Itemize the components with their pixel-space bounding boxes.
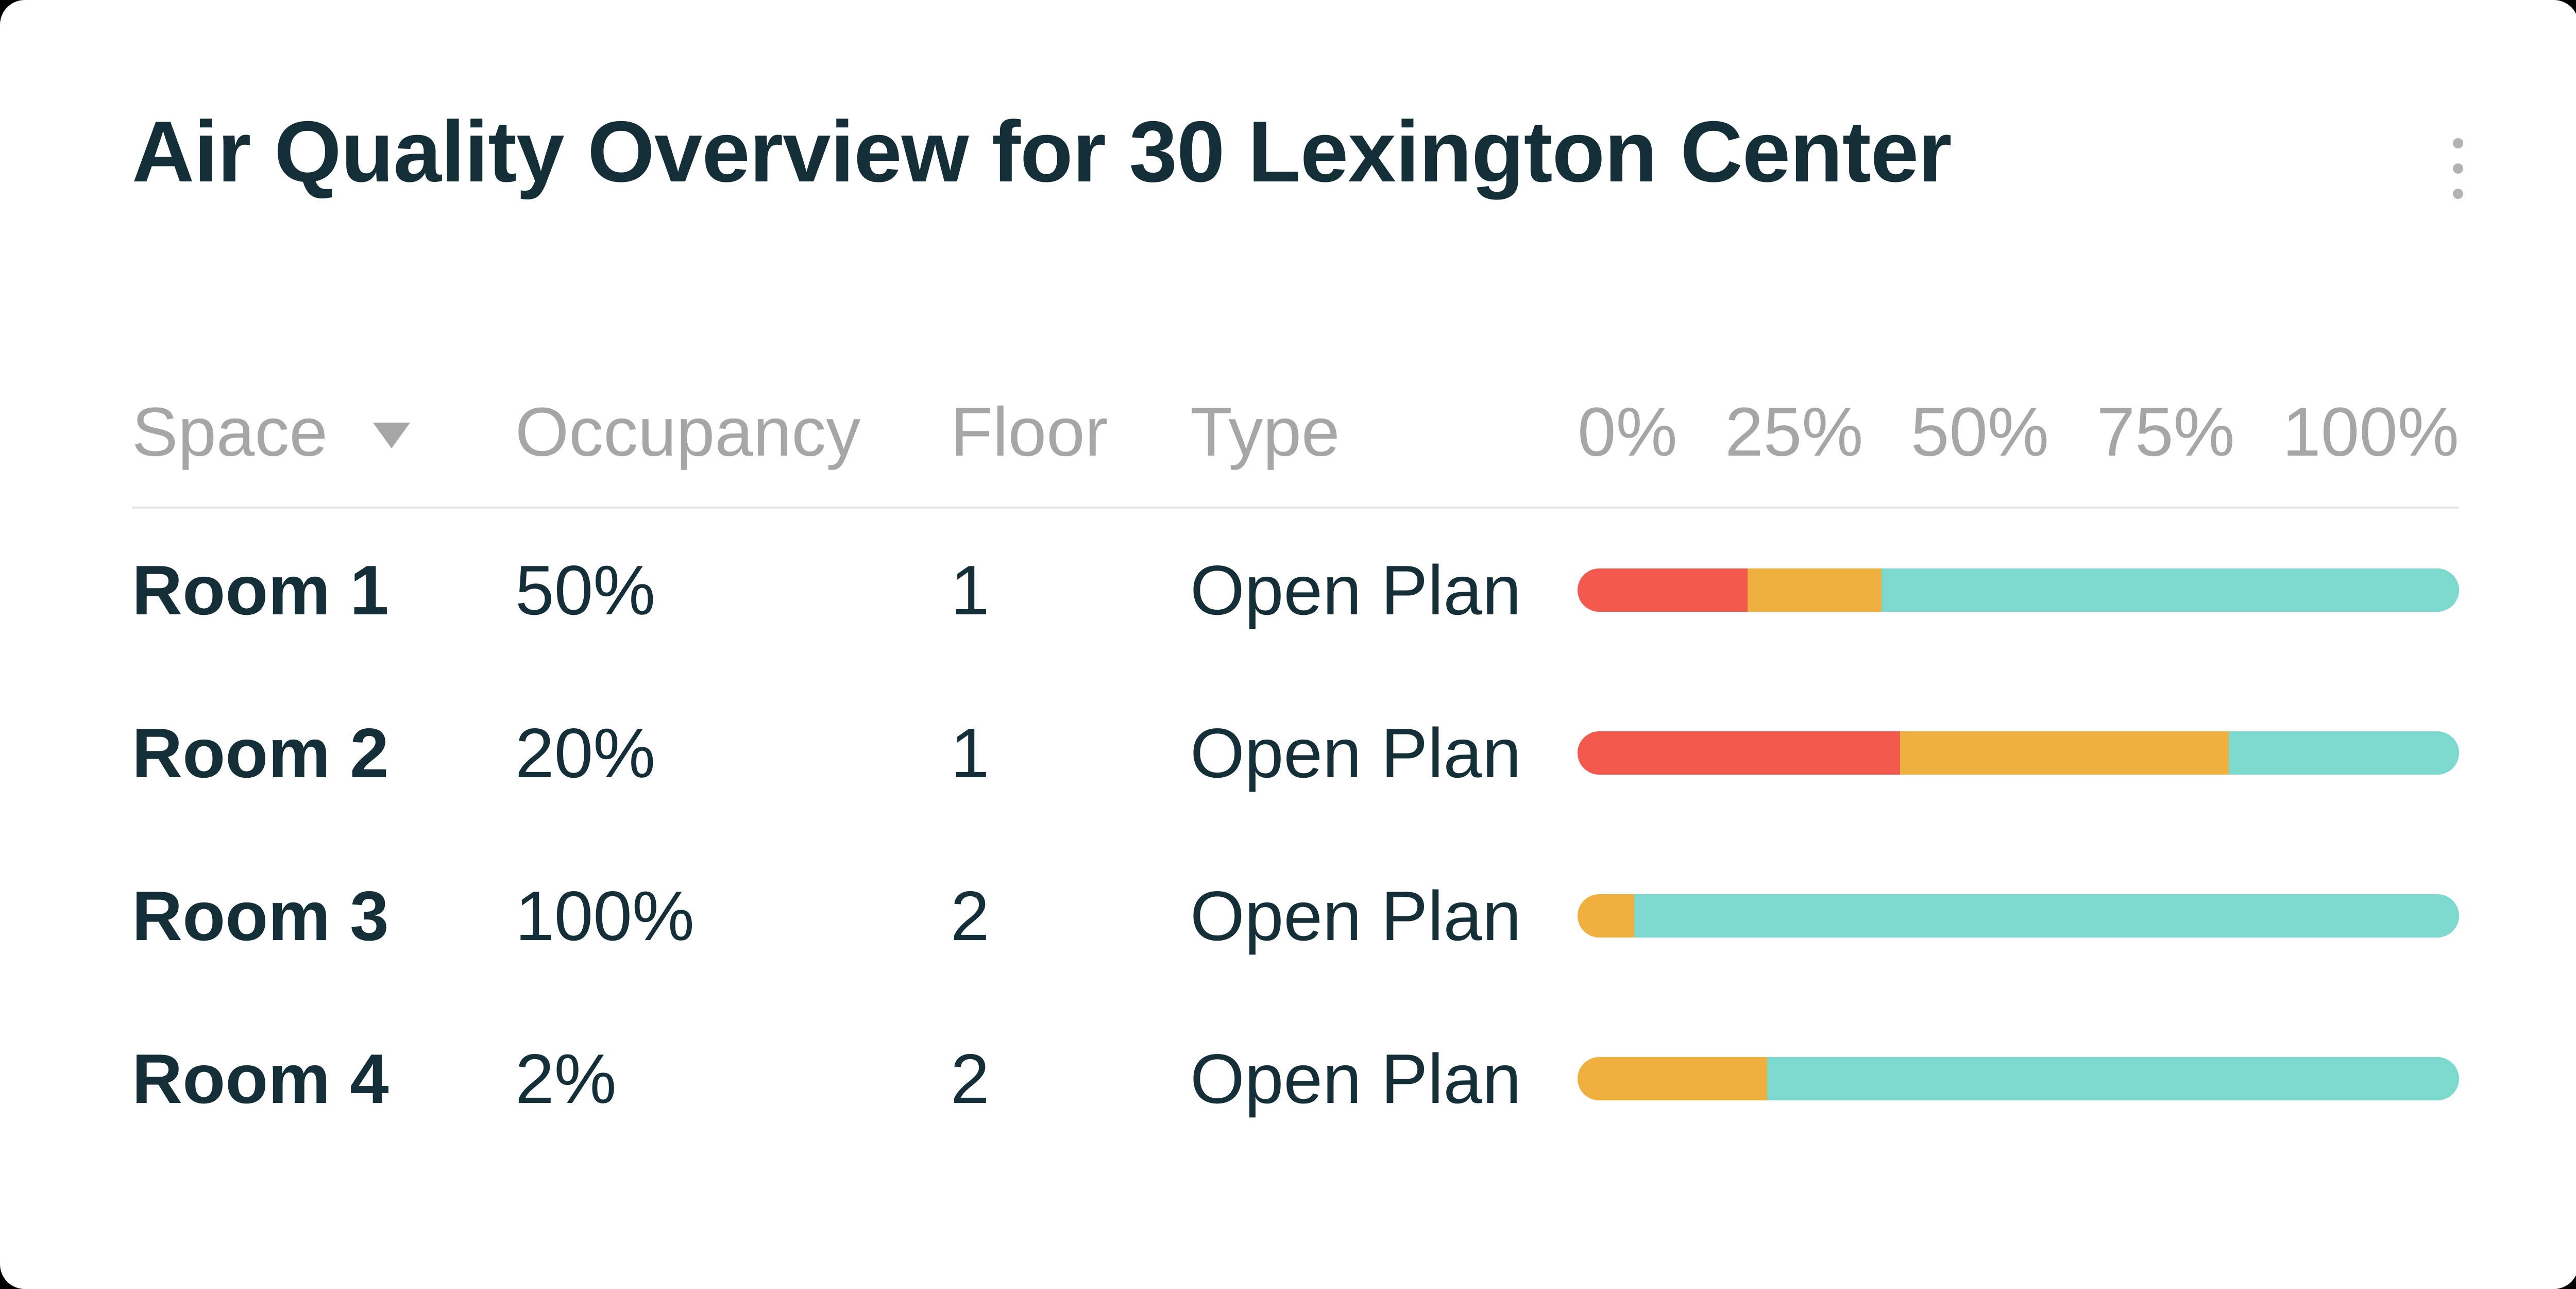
row-floor-value: 1 <box>951 551 990 630</box>
row-occupancy-value: 20% <box>515 714 656 793</box>
amber-bar-segment <box>1578 894 1634 938</box>
table-row: Room 4 2% 2 Open Plan <box>132 997 2459 1160</box>
row-occupancy-value: 2% <box>515 1040 617 1118</box>
column-header-space[interactable]: Space <box>132 393 515 472</box>
table-header-row: Space Occupancy Floor Type 0% 25% 50% 75% 10… <box>132 388 2459 476</box>
table-row: Room 1 50% 1 Open Plan <box>132 509 2459 672</box>
column-header-floor: Floor <box>951 393 1108 471</box>
row-type-value: Open Plan <box>1190 877 1521 956</box>
column-header-type: Type <box>1190 393 1340 471</box>
row-occupancy-value: 50% <box>515 551 656 630</box>
red-bar-segment <box>1578 568 1748 612</box>
axis-tick-label: 0% <box>1578 393 1677 471</box>
axis-tick-label: 75% <box>2096 393 2235 471</box>
amber-bar-segment <box>1748 568 1882 612</box>
air-quality-stacked-bar <box>1578 1057 2459 1101</box>
row-type-value: Open Plan <box>1190 1040 1521 1118</box>
axis-tick-label: 100% <box>2282 393 2459 471</box>
teal-bar-segment <box>1882 568 2459 612</box>
axis-tick-label: 50% <box>1910 393 2049 471</box>
bar-axis-labels: 0% 25% 50% 75% 100% <box>1578 393 2459 472</box>
table-row: Room 3 100% 2 Open Plan <box>132 834 2459 997</box>
table-row: Room 2 20% 1 Open Plan <box>132 672 2459 834</box>
teal-bar-segment <box>2229 731 2459 775</box>
header-divider <box>132 507 2459 509</box>
row-floor-value: 2 <box>951 1040 990 1118</box>
row-type-value: Open Plan <box>1190 714 1521 793</box>
red-bar-segment <box>1578 731 1901 775</box>
column-header-occupancy: Occupancy <box>515 393 861 471</box>
row-occupancy-value: 100% <box>515 877 694 956</box>
caret-down-icon <box>372 423 410 449</box>
page-title: Air Quality Overview for 30 Lexington Ce… <box>132 103 1952 200</box>
kebab-dot <box>2453 138 2463 148</box>
air-quality-stacked-bar <box>1578 731 2459 775</box>
teal-bar-segment <box>1634 894 2459 938</box>
row-space-label: Room 2 <box>132 714 389 793</box>
air-quality-stacked-bar <box>1578 568 2459 612</box>
row-floor-value: 2 <box>951 877 990 956</box>
space-header-label: Space <box>132 393 328 471</box>
row-type-value: Open Plan <box>1190 551 1521 630</box>
table-body: Room 1 50% 1 Open Plan Room 2 20% 1 Open Plan Ro… <box>132 509 2459 1160</box>
teal-bar-segment <box>1767 1057 2459 1101</box>
row-floor-value: 1 <box>951 714 990 793</box>
row-space-label: Room 1 <box>132 551 389 630</box>
amber-bar-segment <box>1900 731 2229 775</box>
kebab-menu-icon[interactable] <box>2443 138 2473 199</box>
air-quality-stacked-bar <box>1578 894 2459 938</box>
row-space-label: Room 4 <box>132 1040 389 1118</box>
kebab-dot <box>2453 163 2463 174</box>
axis-tick-label: 25% <box>1725 393 1863 471</box>
kebab-dot <box>2453 189 2463 199</box>
amber-bar-segment <box>1578 1057 1767 1101</box>
row-space-label: Room 3 <box>132 877 389 956</box>
